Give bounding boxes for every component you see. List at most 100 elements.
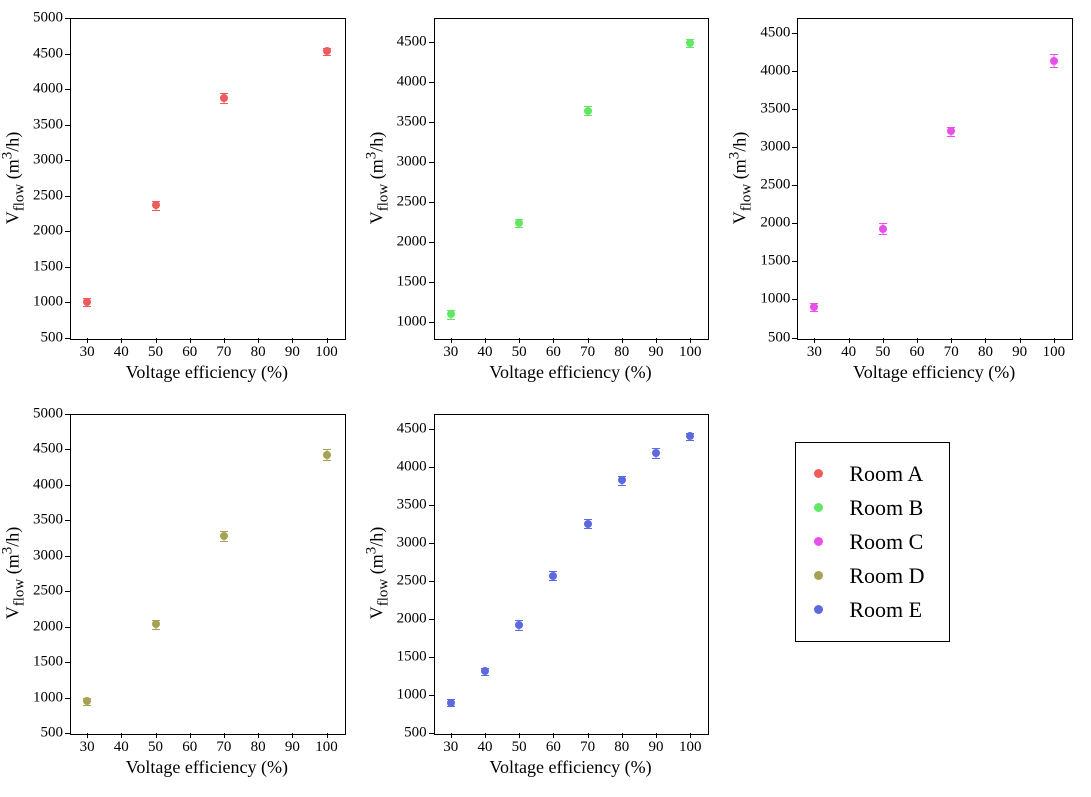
ylabel: Vflow (m3/h) xyxy=(727,132,756,225)
xtick-label: 40 xyxy=(114,739,129,756)
xtick-label: 100 xyxy=(315,739,338,756)
panel-room-d: 3040506070809010050010001500200025003000… xyxy=(8,404,350,790)
legend-marker-icon xyxy=(814,469,823,478)
xlabel: Voltage efficiency (%) xyxy=(126,757,288,778)
data-point xyxy=(515,219,523,227)
xlabel: Voltage efficiency (%) xyxy=(489,362,651,383)
xtick-label: 90 xyxy=(285,344,300,361)
xtick-label: 50 xyxy=(512,344,527,361)
xtick-label: 60 xyxy=(546,739,561,756)
xtick-label: 30 xyxy=(80,739,95,756)
xtick-label: 90 xyxy=(649,344,664,361)
ytick-label: 1000 xyxy=(760,291,790,308)
xtick-label: 30 xyxy=(443,344,458,361)
ytick-label: 4000 xyxy=(760,63,790,80)
xtick-label: 70 xyxy=(944,344,959,361)
legend-label: Room D xyxy=(849,563,924,589)
ytick-label: 500 xyxy=(404,725,427,742)
data-point xyxy=(515,621,523,629)
xtick-label: 70 xyxy=(580,344,595,361)
data-point xyxy=(584,520,592,528)
ytick-label: 2500 xyxy=(397,193,427,210)
ytick-label: 1000 xyxy=(33,689,63,706)
legend: Room ARoom BRoom CRoom DRoom E xyxy=(795,442,949,642)
ylabel: Vflow (m3/h) xyxy=(363,527,392,620)
xtick-label: 30 xyxy=(80,344,95,361)
data-point xyxy=(584,107,592,115)
xtick-label: 60 xyxy=(546,344,561,361)
xtick-label: 80 xyxy=(251,739,266,756)
xtick-label: 50 xyxy=(875,344,890,361)
xtick-label: 70 xyxy=(216,344,231,361)
xtick-label: 100 xyxy=(315,344,338,361)
xtick-label: 50 xyxy=(512,739,527,756)
xtick-label: 90 xyxy=(1012,344,1027,361)
data-point xyxy=(152,620,160,628)
ytick-label: 3000 xyxy=(397,534,427,551)
plot-area xyxy=(70,18,346,340)
data-point xyxy=(618,476,626,484)
legend-cell: Room ARoom BRoom CRoom DRoom E xyxy=(735,404,1077,790)
ylabel: Vflow (m3/h) xyxy=(0,132,28,225)
xtick-label: 100 xyxy=(679,739,702,756)
data-point xyxy=(481,667,489,675)
xtick-label: 40 xyxy=(114,344,129,361)
ytick-label: 3000 xyxy=(760,139,790,156)
ytick-label: 3500 xyxy=(33,116,63,133)
ytick-label: 4000 xyxy=(397,458,427,475)
xtick-label: 80 xyxy=(614,344,629,361)
data-point xyxy=(83,298,91,306)
panel-room-a: 3040506070809010050010001500200025003000… xyxy=(8,8,350,394)
ytick-label: 4500 xyxy=(33,441,63,458)
data-point xyxy=(152,201,160,209)
xtick-label: 40 xyxy=(477,344,492,361)
ytick-label: 4000 xyxy=(33,81,63,98)
xtick-label: 70 xyxy=(216,739,231,756)
ytick-label: 5000 xyxy=(33,10,63,27)
figure-grid: 30 40 50 60 70 80 90 100 500 1000 1500 2000 2500 3000… xyxy=(0,0,1091,797)
ytick-label: 500 xyxy=(41,725,64,742)
ytick-label: 2000 xyxy=(397,233,427,250)
legend-item: Room D xyxy=(814,563,924,589)
legend-item: Room C xyxy=(814,529,924,555)
data-point xyxy=(447,310,455,318)
data-point xyxy=(652,449,660,457)
xlabel: Voltage efficiency (%) xyxy=(126,362,288,383)
xtick-label: 70 xyxy=(580,739,595,756)
legend-item: Room B xyxy=(814,495,924,521)
xtick-label: 50 xyxy=(148,344,163,361)
panel-room-b: 3040506070809010010001500200025003000350… xyxy=(372,8,714,394)
xtick-label: 100 xyxy=(1043,344,1066,361)
ytick-label: 2500 xyxy=(33,583,63,600)
ytick-label: 2500 xyxy=(33,187,63,204)
legend-marker-icon xyxy=(814,605,823,614)
legend-label: Room B xyxy=(849,495,923,521)
ytick-label: 5000 xyxy=(33,405,63,422)
ytick-label: 1000 xyxy=(397,313,427,330)
xtick-label: 30 xyxy=(443,739,458,756)
ytick-label: 3500 xyxy=(33,512,63,529)
panel-room-e: 3040506070809010050010001500200025003000… xyxy=(372,404,714,790)
data-point xyxy=(549,572,557,580)
ytick-label: 2000 xyxy=(33,618,63,635)
data-point xyxy=(879,225,887,233)
xlabel: Voltage efficiency (%) xyxy=(853,362,1015,383)
legend-item: Room E xyxy=(814,597,924,623)
plot-area xyxy=(434,414,710,736)
legend-marker-icon xyxy=(814,537,823,546)
ylabel: Vflow (m3/h) xyxy=(0,527,28,620)
xtick-label: 80 xyxy=(251,344,266,361)
ytick-label: 4500 xyxy=(33,45,63,62)
ytick-label: 1500 xyxy=(397,273,427,290)
ytick-label: 2000 xyxy=(33,223,63,240)
data-point xyxy=(220,94,228,102)
ytick-label: 1500 xyxy=(33,258,63,275)
ytick-label: 4000 xyxy=(33,476,63,493)
data-point xyxy=(1050,57,1058,65)
ytick-label: 4000 xyxy=(397,73,427,90)
data-point xyxy=(947,127,955,135)
ylabel: Vflow (m3/h) xyxy=(363,132,392,225)
xtick-label: 80 xyxy=(978,344,993,361)
data-point xyxy=(810,303,818,311)
ytick-label: 3500 xyxy=(397,113,427,130)
